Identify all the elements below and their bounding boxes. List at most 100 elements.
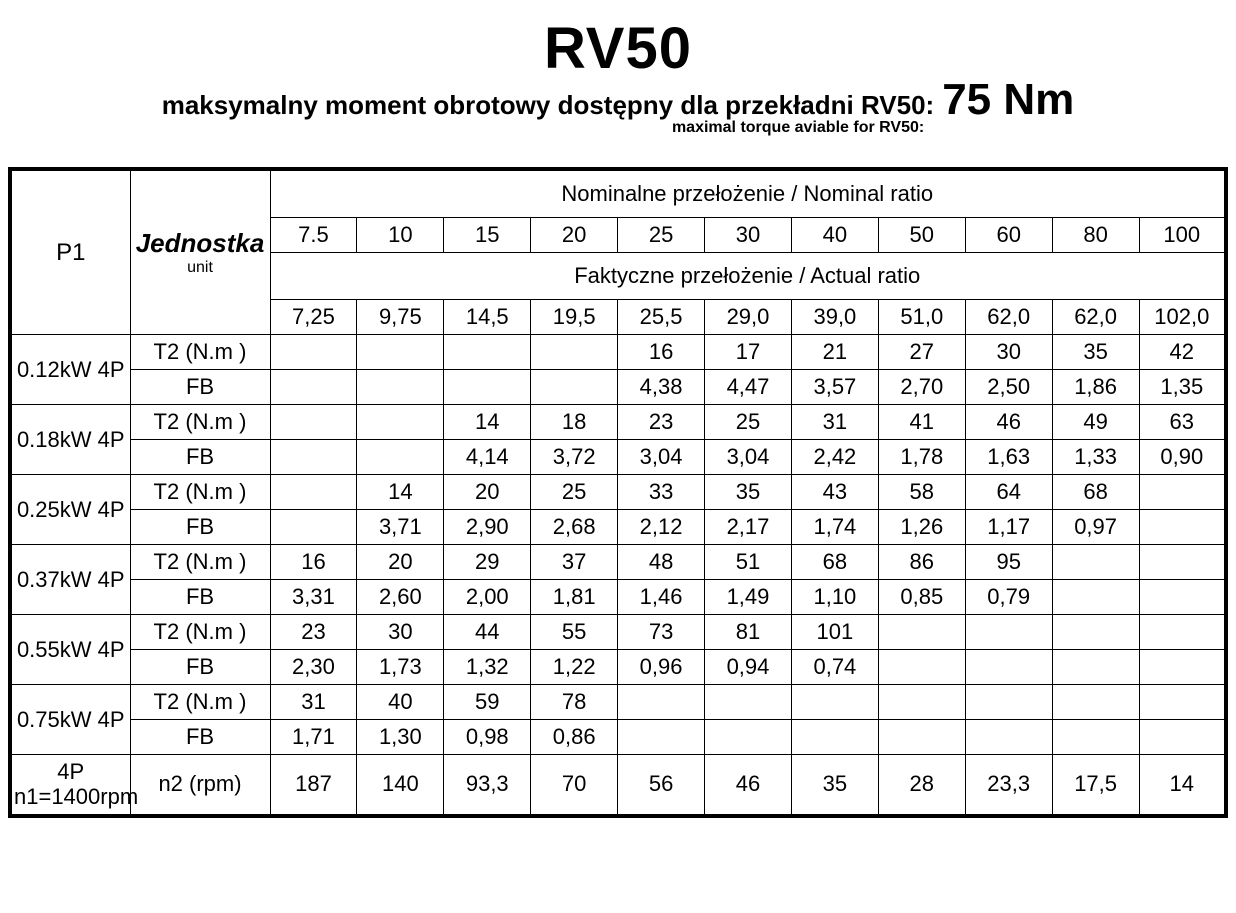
t2-value (270, 405, 357, 440)
t2-value: 25 (531, 475, 618, 510)
p1-header: P1 (10, 169, 130, 335)
n2-value: 17,5 (1052, 755, 1139, 816)
t2-value: 31 (270, 685, 357, 720)
fb-value: 0,97 (1052, 510, 1139, 545)
t2-value: 25 (705, 405, 792, 440)
nominal-ratio-value: 60 (965, 218, 1052, 253)
nominal-ratio-value: 7.5 (270, 218, 357, 253)
fb-value: 1,22 (531, 650, 618, 685)
t2-value: 30 (965, 335, 1052, 370)
t2-value: 23 (270, 615, 357, 650)
fb-value: 0,74 (791, 650, 878, 685)
t2-value: 64 (965, 475, 1052, 510)
p1-cell: 0.25kW 4P (10, 475, 130, 545)
n1-line2: n1=1400rpm (14, 784, 128, 809)
t2-value (878, 685, 965, 720)
nominal-ratio-label: Nominalne przełożenie / Nominal ratio (270, 169, 1226, 218)
nominal-ratio-value: 80 (1052, 218, 1139, 253)
fb-value: 0,85 (878, 580, 965, 615)
nominal-ratio-value: 25 (618, 218, 705, 253)
unit-cell-t2: T2 (N.m ) (130, 405, 270, 440)
n2-value: 56 (618, 755, 705, 816)
subtitle-en: maximal torque aviable for RV50: (162, 119, 935, 137)
fb-value: 0,98 (444, 720, 531, 755)
t2-value (1052, 685, 1139, 720)
t2-value: 18 (531, 405, 618, 440)
fb-value: 2,68 (531, 510, 618, 545)
fb-value (878, 720, 965, 755)
t2-value: 73 (618, 615, 705, 650)
n2-value: 93,3 (444, 755, 531, 816)
n2-value: 187 (270, 755, 357, 816)
fb-value (357, 370, 444, 405)
unit-header-main: Jednostka (133, 228, 268, 259)
t2-value (1139, 685, 1226, 720)
n2-value: 70 (531, 755, 618, 816)
n2-value: 14 (1139, 755, 1226, 816)
unit-header-sub: unit (133, 259, 268, 277)
fb-value (1052, 720, 1139, 755)
header: RV50 maksymalny moment obrotowy dostępny… (8, 20, 1228, 137)
unit-cell-fb: FB (130, 580, 270, 615)
n2-value: 23,3 (965, 755, 1052, 816)
t2-value: 68 (1052, 475, 1139, 510)
actual-ratio-value: 62,0 (1052, 300, 1139, 335)
fb-value (705, 720, 792, 755)
t2-value (705, 685, 792, 720)
fb-value: 1,30 (357, 720, 444, 755)
t2-value: 16 (618, 335, 705, 370)
actual-ratio-value: 62,0 (965, 300, 1052, 335)
fb-value: 1,35 (1139, 370, 1226, 405)
fb-value (1139, 510, 1226, 545)
fb-value: 0,90 (1139, 440, 1226, 475)
t2-value: 51 (705, 545, 792, 580)
fb-value (270, 370, 357, 405)
unit-cell-fb: FB (130, 720, 270, 755)
actual-ratio-value: 25,5 (618, 300, 705, 335)
fb-value: 0,94 (705, 650, 792, 685)
fb-value: 2,50 (965, 370, 1052, 405)
unit-cell-fb: FB (130, 370, 270, 405)
t2-value (1139, 545, 1226, 580)
fb-value: 1,73 (357, 650, 444, 685)
fb-value (965, 650, 1052, 685)
unit-header: Jednostkaunit (130, 169, 270, 335)
unit-cell-fb: FB (130, 510, 270, 545)
t2-value: 16 (270, 545, 357, 580)
fb-value (965, 720, 1052, 755)
unit-cell-fb: FB (130, 440, 270, 475)
t2-value (357, 405, 444, 440)
nominal-ratio-value: 15 (444, 218, 531, 253)
n2-value: 28 (878, 755, 965, 816)
t2-value: 33 (618, 475, 705, 510)
model-title: RV50 (8, 20, 1228, 78)
t2-value (1052, 615, 1139, 650)
actual-ratio-value: 14,5 (444, 300, 531, 335)
t2-value (965, 615, 1052, 650)
actual-ratio-value: 19,5 (531, 300, 618, 335)
fb-value: 0,96 (618, 650, 705, 685)
t2-value (618, 685, 705, 720)
unit-cell-t2: T2 (N.m ) (130, 475, 270, 510)
t2-value: 27 (878, 335, 965, 370)
t2-value: 59 (444, 685, 531, 720)
page: RV50 maksymalny moment obrotowy dostępny… (0, 0, 1236, 858)
nominal-ratio-value: 50 (878, 218, 965, 253)
fb-value (878, 650, 965, 685)
fb-value: 1,86 (1052, 370, 1139, 405)
p1-cell: 0.37kW 4P (10, 545, 130, 615)
fb-value: 1,81 (531, 580, 618, 615)
t2-value: 20 (357, 545, 444, 580)
subtitle-line: maksymalny moment obrotowy dostępny dla … (8, 78, 1228, 137)
fb-value (618, 720, 705, 755)
fb-value: 2,70 (878, 370, 965, 405)
fb-value: 1,46 (618, 580, 705, 615)
t2-value: 30 (357, 615, 444, 650)
nominal-ratio-value: 30 (705, 218, 792, 253)
t2-value: 40 (357, 685, 444, 720)
fb-value (357, 440, 444, 475)
t2-value: 78 (531, 685, 618, 720)
fb-value: 1,63 (965, 440, 1052, 475)
actual-ratio-value: 7,25 (270, 300, 357, 335)
t2-value: 63 (1139, 405, 1226, 440)
